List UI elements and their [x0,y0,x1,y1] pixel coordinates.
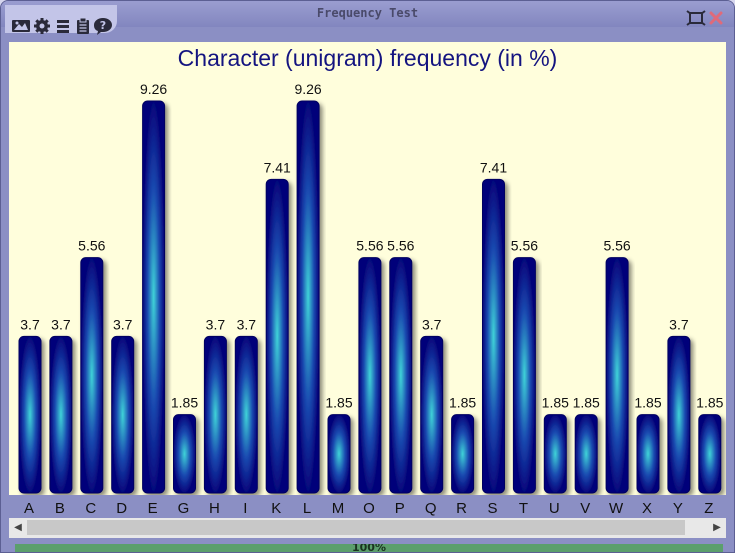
title-bar[interactable]: Frequency Test [1,1,734,27]
x-tick-label: Z [704,500,713,517]
bar-value-label: 3.7 [422,316,442,332]
bar-value-label: 5.56 [356,238,383,254]
bar-value-label: 7.41 [480,159,507,175]
x-tick-label: K [271,500,281,517]
bar-E [142,100,166,494]
x-tick-label: L [303,500,311,517]
x-tick-label: B [55,500,65,517]
bar-value-label: 1.85 [449,395,476,411]
bar-P [389,257,413,494]
x-tick-label: E [148,500,158,517]
x-tick-label: P [395,500,405,517]
bar-V [574,414,598,494]
x-tick-label: Y [673,500,683,517]
svg-text:?: ? [100,19,106,32]
bar-value-label: 1.85 [171,395,198,411]
x-tick-label: S [487,500,497,517]
bar-chart: 3.7 3.7 5.56 3.7 9.26 1.85 3.7 3.7 7.41 9.26 1.85 5… [18,81,724,494]
x-tick-label: G [178,500,190,517]
bar-B [49,335,73,494]
bar-H [203,335,227,494]
x-tick-label: U [549,500,560,517]
bar-value-label: 3.7 [113,316,133,332]
x-tick-label: O [363,500,375,517]
bar-value-label: 3.7 [206,316,226,332]
bar-value-label: 1.85 [325,395,352,411]
x-tick-label: D [116,500,127,517]
progress-bar: 100% [15,544,723,553]
bar-G [173,414,196,494]
x-tick-label: V [580,500,590,517]
x-tick-label: X [642,500,652,517]
bar-value-label: 5.56 [387,238,414,254]
image-icon[interactable] [11,16,31,36]
gear-icon[interactable] [32,16,52,36]
bar-value-label: 3.7 [237,316,257,332]
bar-value-label: 1.85 [696,395,723,411]
bar-Q [420,335,444,494]
bar-value-label: 1.85 [634,395,661,411]
bar-K [265,178,289,494]
x-tick-label: R [456,500,467,517]
chart-area: Character (unigram) frequency (in %) 3.7… [9,42,726,495]
bar-S [482,178,505,494]
x-tick-label: T [519,500,528,517]
bar-value-label: 1.85 [573,395,600,411]
bar-X [636,414,660,494]
bar-value-label: 5.56 [78,238,105,254]
close-icon[interactable] [706,9,726,27]
x-tick-label: I [243,500,247,517]
bar-R [451,414,475,494]
bar-I [234,335,258,494]
horizontal-scrollbar[interactable]: ◀ ▶ [9,518,726,538]
x-tick-label: Q [425,500,437,517]
bar-W [605,257,629,494]
help-icon[interactable]: ? [93,16,113,36]
bar-A [18,335,42,494]
bar-value-label: 9.26 [294,81,321,97]
bar-Z [698,414,722,494]
bar-U [543,414,567,494]
bar-Y [667,335,691,494]
clipboard-icon[interactable] [73,16,93,36]
bar-value-label: 7.41 [264,159,291,175]
bar-value-label: 3.7 [669,316,689,332]
bar-value-label: 9.26 [140,81,167,97]
chart-title: Character (unigram) frequency (in %) [177,45,558,71]
maximize-icon[interactable] [684,9,708,27]
bar-C [80,257,104,494]
x-tick-label: C [85,500,96,517]
scrollbar-thumb[interactable] [27,520,685,535]
window-title: Frequency Test [316,6,419,20]
x-tick-label: M [332,500,345,517]
progress-fill [15,544,723,552]
bar-O [358,257,382,494]
bar-T [512,257,536,494]
bar-L [296,100,320,494]
bar-value-label: 3.7 [51,316,71,332]
bar-value-label: 3.7 [20,316,40,332]
toolbar: ? [5,5,117,36]
bar-M [327,414,351,494]
bar-D [111,335,135,494]
menu-icon[interactable] [53,16,73,36]
x-tick-label: A [24,500,34,517]
x-tick-label: W [609,500,624,517]
x-tick-label: H [209,500,220,517]
bar-value-label: 5.56 [603,238,630,254]
bar-value-label: 1.85 [542,395,569,411]
scroll-left-icon[interactable]: ◀ [14,522,22,533]
progress-label: 100% [352,544,386,553]
bar-value-label: 5.56 [511,238,538,254]
scroll-right-icon[interactable]: ▶ [713,522,721,533]
